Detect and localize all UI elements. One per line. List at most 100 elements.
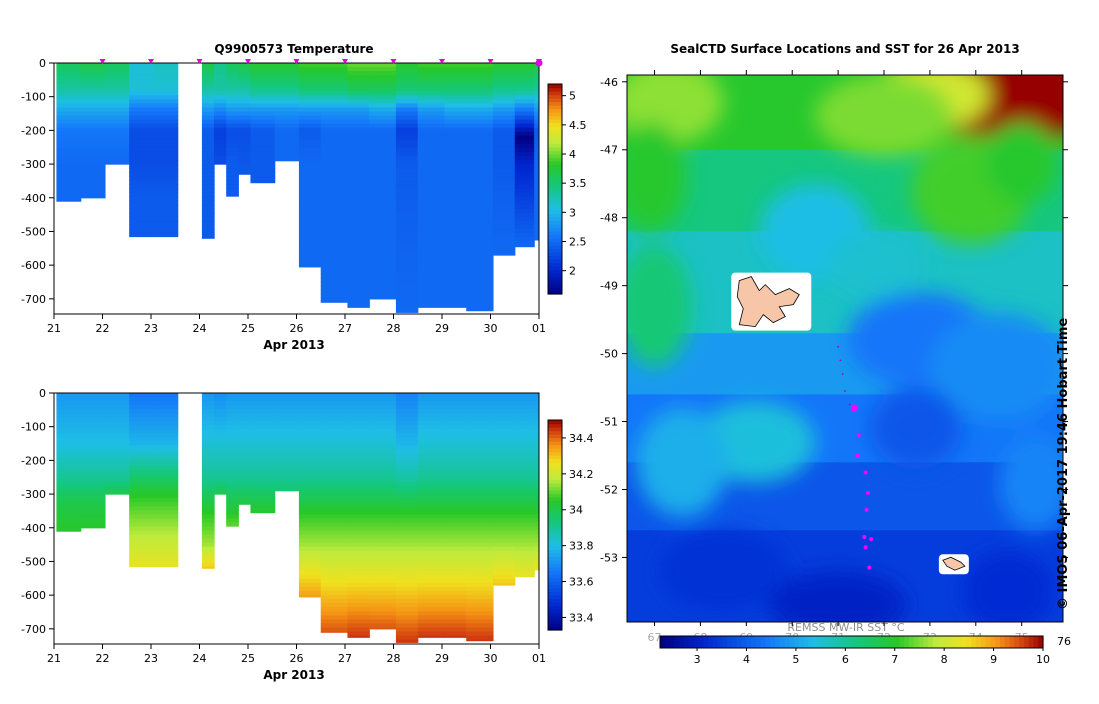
salinity-cell <box>201 562 215 568</box>
temperature-cell <box>395 265 419 270</box>
salinity-cell <box>466 623 494 629</box>
temperature-cell <box>238 127 252 133</box>
salinity-cell <box>238 437 252 443</box>
temperature-colorbar-segment <box>548 115 562 120</box>
temperature-cell <box>274 143 300 149</box>
temperature-cell <box>56 127 82 133</box>
salinity-cell <box>214 465 227 471</box>
salinity-cell <box>534 506 539 511</box>
sst-colorbar-segment <box>975 636 982 648</box>
heard-island <box>942 556 966 571</box>
salinity-cell <box>320 409 349 414</box>
salinity-cell <box>466 465 494 471</box>
salinity-cell <box>250 405 276 410</box>
salinity-cell <box>395 631 419 637</box>
salinity-cell <box>514 554 535 560</box>
temperature-xtick-label: 26 <box>290 322 304 335</box>
temperature-cell <box>466 115 494 121</box>
salinity-cell <box>444 574 467 580</box>
temperature-cell <box>492 184 516 189</box>
temperature-cell <box>153 155 179 161</box>
salinity-cell <box>153 437 179 443</box>
temperature-cell <box>347 71 370 76</box>
sst-colorbar-tick-label: 5 <box>792 653 799 666</box>
temperature-cell <box>347 115 370 121</box>
salinity-profile <box>214 393 227 495</box>
salinity-cell <box>417 607 446 612</box>
temperature-cell <box>129 200 155 206</box>
salinity-cell <box>153 542 179 548</box>
salinity-cell <box>153 417 179 422</box>
salinity-cell <box>80 421 106 426</box>
salinity-cell <box>298 421 322 426</box>
salinity-cell <box>298 465 322 471</box>
temperature-cell <box>226 67 239 72</box>
temperature-colorbar-segment <box>548 126 562 131</box>
temperature-cell <box>514 75 535 80</box>
salinity-cell <box>514 494 535 499</box>
salinity-cell <box>201 429 215 435</box>
salinity-cell <box>238 465 252 471</box>
temperature-cell <box>444 257 467 262</box>
salinity-profile <box>129 393 155 568</box>
salinity-cell <box>298 441 322 447</box>
temperature-cell <box>444 200 467 206</box>
salinity-cell <box>492 522 516 528</box>
salinity-cell <box>466 397 494 402</box>
temperature-colorbar-segment <box>548 108 562 113</box>
salinity-cell <box>56 477 82 483</box>
sst-colorbar-segment <box>1023 636 1030 648</box>
salinity-cell <box>298 498 322 503</box>
salinity-cell <box>534 429 539 435</box>
temperature-cell <box>320 224 349 230</box>
salinity-cell <box>514 437 535 443</box>
temperature-cell <box>369 184 397 189</box>
salinity-cell <box>80 429 106 435</box>
salinity-cell <box>444 413 467 418</box>
temperature-cell <box>250 99 276 105</box>
temperature-colorbar-segment <box>548 262 562 267</box>
salinity-cell <box>320 558 349 564</box>
temperature-cell <box>214 83 227 88</box>
sst-colorbar-segment <box>937 636 944 648</box>
temperature-cell <box>514 232 535 238</box>
salinity-cell <box>298 534 322 540</box>
temperature-cell <box>395 273 419 278</box>
temperature-cell <box>417 91 446 96</box>
salinity-cell <box>201 494 215 499</box>
temperature-cell <box>492 160 516 165</box>
temperature-cell <box>153 208 179 214</box>
salinity-cell <box>80 397 106 402</box>
salinity-cell <box>492 437 516 443</box>
temperature-cell <box>201 168 215 173</box>
salinity-cell <box>201 530 215 536</box>
salinity-colorbar-segment <box>548 451 562 456</box>
salinity-cell <box>153 429 179 435</box>
temperature-cell <box>201 79 215 84</box>
salinity-cell <box>492 526 516 532</box>
temperature-cell <box>238 168 252 173</box>
temperature-cell <box>226 99 239 105</box>
salinity-cell <box>250 393 276 398</box>
salinity-cell <box>274 490 300 492</box>
temperature-colorbar-segment <box>548 206 562 211</box>
salinity-cell <box>534 441 539 447</box>
salinity-cell <box>201 405 215 410</box>
temperature-colorbar-segment <box>548 84 562 89</box>
temperature-cell <box>298 87 322 92</box>
temperature-cell <box>444 139 467 145</box>
salinity-cell <box>514 526 535 532</box>
salinity-cell <box>56 393 82 398</box>
salinity-cell <box>56 465 82 471</box>
sst-colorbar-segment <box>990 636 996 648</box>
seal-location <box>863 470 868 475</box>
temperature-cell <box>444 143 467 149</box>
temperature-cell <box>347 208 370 214</box>
salinity-cell <box>347 477 370 483</box>
temperature-cell <box>395 293 419 299</box>
temperature-cell <box>395 71 419 76</box>
salinity-cell <box>444 587 467 592</box>
temperature-cell <box>395 196 419 202</box>
salinity-cell <box>444 518 467 523</box>
salinity-cell <box>153 506 179 511</box>
